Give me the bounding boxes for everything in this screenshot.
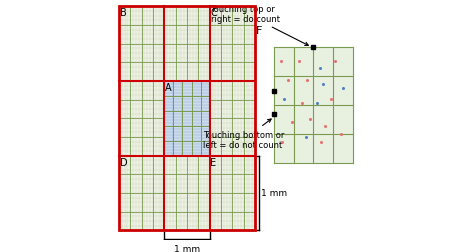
Bar <box>119 156 164 230</box>
Bar <box>210 7 255 82</box>
Text: D: D <box>120 157 128 167</box>
Bar <box>210 156 255 230</box>
Bar <box>164 156 210 230</box>
Text: Touching bottom or
left = do not count: Touching bottom or left = do not count <box>203 119 285 150</box>
Bar <box>210 82 255 156</box>
Bar <box>119 82 164 156</box>
Text: 1 mm: 1 mm <box>261 189 287 198</box>
Text: E: E <box>210 157 217 167</box>
Bar <box>164 82 210 156</box>
Text: B: B <box>120 8 127 18</box>
Text: Touching top or
right = do count: Touching top or right = do count <box>210 5 308 46</box>
Text: F: F <box>256 26 263 36</box>
Bar <box>119 7 255 230</box>
Bar <box>164 7 210 82</box>
Text: A: A <box>165 83 172 93</box>
Bar <box>119 7 164 82</box>
Bar <box>274 48 353 163</box>
Text: C: C <box>210 8 217 18</box>
Text: 1 mm: 1 mm <box>174 244 200 252</box>
